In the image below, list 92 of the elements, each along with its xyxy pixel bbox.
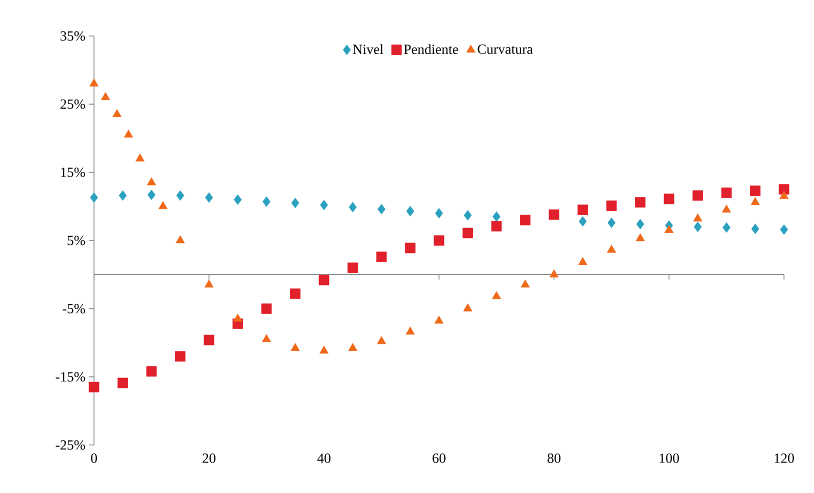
x-tick-label: 20 — [202, 454, 216, 463]
y-tick-label: -25% — [56, 440, 86, 450]
y-tick-label: 25% — [60, 99, 85, 109]
y-tick-label: -5% — [62, 304, 86, 314]
point — [175, 351, 186, 362]
x-tick-label: 40 — [317, 454, 330, 463]
point — [722, 222, 730, 233]
point — [664, 194, 674, 204]
point — [233, 314, 242, 322]
point — [290, 288, 300, 299]
point — [118, 190, 127, 201]
point — [406, 206, 414, 216]
legend-label: Pendiente — [404, 44, 458, 54]
point — [376, 252, 387, 262]
point — [549, 269, 559, 278]
y-tick-label: 15% — [61, 168, 85, 178]
point — [520, 280, 530, 288]
point — [606, 200, 617, 211]
point — [608, 218, 616, 228]
point — [405, 242, 416, 254]
point — [491, 220, 502, 232]
point — [176, 190, 184, 201]
point — [520, 214, 530, 226]
point — [348, 262, 358, 273]
point — [318, 274, 330, 286]
point — [261, 303, 272, 314]
point — [90, 192, 98, 203]
point — [112, 109, 122, 118]
point — [320, 200, 328, 210]
x-tick-label: 60 — [432, 454, 446, 463]
point — [462, 228, 473, 238]
point — [376, 336, 386, 344]
point — [463, 303, 472, 312]
point — [118, 378, 128, 388]
point — [750, 186, 760, 196]
point — [664, 225, 674, 233]
x-tick-label: 120 — [774, 454, 794, 463]
point — [135, 153, 145, 162]
point — [780, 224, 788, 235]
point — [636, 218, 644, 230]
point — [435, 208, 443, 218]
point — [492, 211, 500, 222]
point — [406, 326, 415, 335]
point — [262, 196, 270, 207]
point — [204, 280, 214, 288]
point — [751, 224, 760, 234]
point — [89, 78, 99, 86]
point — [492, 291, 502, 300]
point — [434, 316, 444, 324]
point — [692, 190, 703, 201]
point — [146, 177, 156, 186]
legend-label: Curvatura — [478, 44, 533, 54]
point — [750, 197, 760, 206]
point — [262, 334, 272, 342]
point — [578, 216, 587, 227]
point — [548, 209, 560, 220]
point — [290, 343, 300, 351]
point — [779, 190, 789, 199]
point — [722, 204, 732, 213]
y-tick-label: 5% — [68, 236, 85, 246]
point — [124, 130, 134, 138]
point — [88, 382, 100, 392]
point — [434, 235, 444, 246]
point — [348, 202, 357, 212]
point — [176, 235, 185, 244]
point — [606, 244, 616, 253]
point — [778, 184, 790, 195]
point — [291, 198, 300, 208]
point — [694, 222, 702, 232]
point — [100, 92, 110, 100]
point — [234, 194, 242, 205]
y-tick-label: -15% — [56, 372, 86, 382]
point — [464, 210, 472, 220]
legend-label: Nivel — [352, 44, 384, 54]
point — [578, 257, 588, 266]
point — [721, 188, 732, 198]
point — [635, 197, 646, 208]
x-tick-label: 0 — [91, 454, 97, 463]
x-tick-label: 100 — [660, 454, 679, 463]
point — [319, 346, 329, 354]
point — [205, 192, 213, 203]
y-tick-label: 35% — [60, 31, 85, 41]
point — [636, 233, 645, 242]
point — [693, 213, 702, 222]
point — [348, 343, 358, 351]
point — [578, 204, 588, 216]
point — [204, 334, 214, 346]
x-tick-label: 80 — [548, 454, 560, 463]
point — [378, 204, 386, 214]
point — [148, 190, 156, 200]
point — [146, 366, 157, 377]
point — [158, 201, 168, 210]
